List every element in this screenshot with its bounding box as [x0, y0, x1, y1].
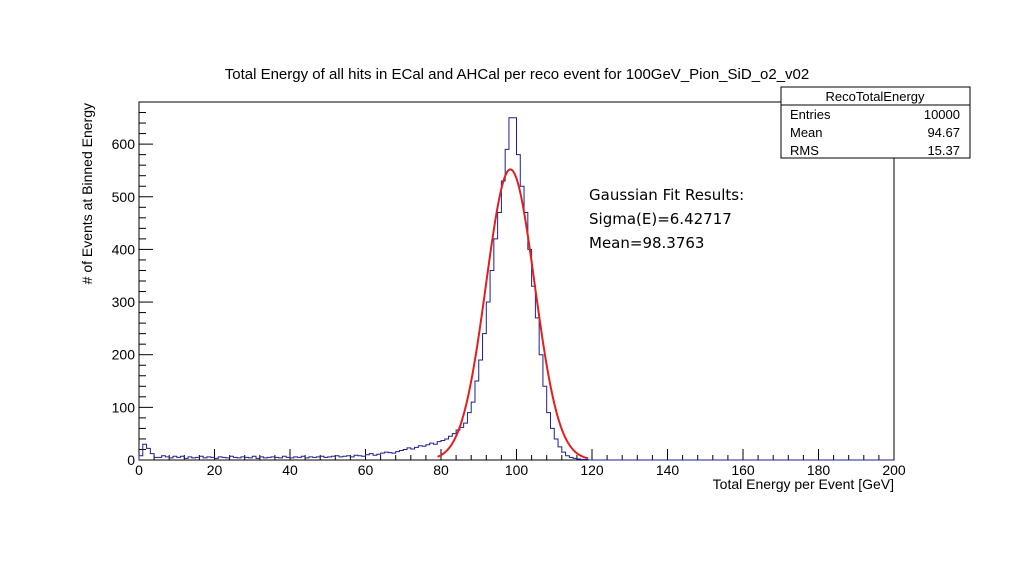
y-tick-label: 300: [112, 294, 136, 310]
stats-box-frame: [780, 86, 971, 159]
x-tick-label: 40: [282, 462, 298, 478]
fit-results-heading: Gaussian Fit Results:: [589, 186, 744, 204]
stats-entries-label: Entries: [790, 107, 831, 122]
y-axis-label: # of Events at Binned Energy: [79, 103, 95, 284]
stats-box-title: RecoTotalEnergy: [826, 89, 925, 104]
fit-results-annotation: Gaussian Fit Results: Sigma(E)=6.42717 M…: [589, 186, 744, 252]
stats-mean-value: 94.67: [927, 125, 960, 140]
y-tick-label: 0: [127, 452, 135, 468]
stats-box: RecoTotalEnergy Entries 10000 Mean 94.67…: [780, 86, 971, 159]
chart-title: Total Energy of all hits in ECal and AHC…: [225, 66, 810, 83]
fit-results-sigma: Sigma(E)=6.42717: [589, 210, 732, 228]
energy-histogram-series: [138, 117, 894, 461]
y-tick-label: 100: [112, 399, 136, 415]
y-tick-label: 200: [112, 347, 136, 363]
stats-mean-label: Mean: [790, 125, 823, 140]
y-tick-label: 600: [112, 136, 136, 152]
y-axis-ticks: 0 100 200 300 400 500 600: [112, 101, 153, 468]
x-tick-label: 20: [207, 462, 223, 478]
stats-rms-value: 15.37: [927, 143, 960, 158]
x-tick-label: 180: [807, 462, 831, 478]
x-tick-label: 160: [731, 462, 755, 478]
y-tick-label: 400: [112, 241, 136, 257]
x-axis-label: Total Energy per Event [GeV]: [713, 476, 894, 492]
x-tick-label: 60: [358, 462, 374, 478]
x-tick-label: 120: [580, 462, 604, 478]
gaussian-fit-curve: [437, 168, 589, 460]
x-tick-label: 80: [433, 462, 449, 478]
fit-results-mean: Mean=98.3763: [589, 234, 704, 252]
x-tick-label: 200: [882, 462, 906, 478]
stats-entries-value: 10000: [924, 107, 960, 122]
stats-rms-label: RMS: [790, 143, 819, 158]
x-tick-label: 100: [505, 462, 529, 478]
x-tick-label: 140: [656, 462, 680, 478]
x-axis-ticks: 0 20 40 60 80 100 120 140 160 180 200: [135, 449, 906, 478]
x-tick-label: 0: [135, 462, 143, 478]
y-tick-label: 500: [112, 189, 136, 205]
